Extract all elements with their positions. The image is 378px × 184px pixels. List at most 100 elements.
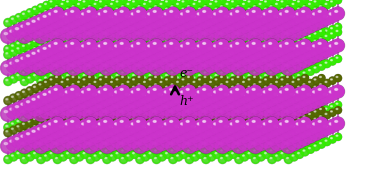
Circle shape [271,44,284,57]
Ellipse shape [136,57,139,59]
Circle shape [59,112,67,119]
Circle shape [301,38,309,46]
Ellipse shape [187,116,189,117]
Ellipse shape [54,57,57,59]
Circle shape [287,26,301,41]
Ellipse shape [248,67,250,68]
Circle shape [48,65,56,73]
Circle shape [138,136,153,151]
Ellipse shape [232,40,233,41]
Circle shape [281,29,296,43]
Circle shape [282,132,295,145]
Circle shape [164,143,171,151]
Circle shape [37,70,45,78]
Circle shape [150,47,163,59]
Ellipse shape [67,33,68,34]
Ellipse shape [320,30,321,31]
Circle shape [268,18,276,27]
Circle shape [81,65,89,72]
Circle shape [298,131,312,146]
Circle shape [98,65,105,73]
Circle shape [15,14,23,22]
Circle shape [301,109,308,116]
Ellipse shape [226,18,228,19]
Circle shape [210,56,224,70]
Circle shape [243,17,257,30]
Circle shape [86,96,95,105]
Ellipse shape [100,1,101,2]
Circle shape [70,38,78,46]
Circle shape [114,46,122,54]
Ellipse shape [177,96,178,97]
Circle shape [98,109,105,116]
Ellipse shape [65,98,68,100]
Ellipse shape [237,143,239,144]
Circle shape [259,24,274,38]
Ellipse shape [37,65,40,67]
Ellipse shape [232,33,233,34]
Ellipse shape [88,143,90,144]
Circle shape [202,63,210,70]
Circle shape [260,9,273,23]
Ellipse shape [259,18,261,19]
Circle shape [164,136,171,143]
Ellipse shape [39,72,41,73]
Ellipse shape [94,35,96,36]
Ellipse shape [136,103,139,105]
Circle shape [87,70,94,78]
Ellipse shape [325,35,327,36]
Ellipse shape [67,8,68,9]
Ellipse shape [67,43,68,44]
Ellipse shape [125,133,129,135]
Ellipse shape [235,57,239,59]
Ellipse shape [6,131,8,132]
Circle shape [136,116,144,124]
Circle shape [285,4,292,11]
Circle shape [174,48,183,56]
Circle shape [202,38,210,46]
Circle shape [218,43,226,51]
Circle shape [20,148,28,156]
Circle shape [224,94,232,102]
Circle shape [147,65,155,72]
Circle shape [265,124,279,138]
Circle shape [224,41,232,48]
Circle shape [243,24,257,38]
Circle shape [32,116,39,124]
Ellipse shape [265,60,266,61]
Ellipse shape [120,33,123,35]
Circle shape [115,58,121,65]
Ellipse shape [186,111,189,113]
Circle shape [219,4,226,11]
Ellipse shape [164,13,167,15]
Circle shape [114,111,122,118]
Circle shape [240,126,248,134]
Circle shape [31,150,40,158]
Circle shape [254,58,268,73]
Ellipse shape [82,91,85,93]
Circle shape [169,29,177,36]
Circle shape [271,44,284,57]
Ellipse shape [54,128,57,130]
Circle shape [204,104,219,119]
Circle shape [54,36,61,43]
Circle shape [116,139,131,153]
Circle shape [43,9,50,16]
Ellipse shape [45,108,46,109]
Circle shape [191,153,199,161]
Ellipse shape [203,96,206,98]
Ellipse shape [54,111,57,113]
Ellipse shape [110,18,112,19]
Ellipse shape [77,113,79,114]
Ellipse shape [138,158,140,159]
Circle shape [59,1,67,9]
Circle shape [326,119,339,133]
Ellipse shape [270,158,272,159]
Circle shape [147,72,155,80]
Circle shape [131,65,138,72]
Circle shape [56,97,70,111]
Ellipse shape [225,93,228,95]
Circle shape [219,107,226,114]
Ellipse shape [50,43,52,44]
Circle shape [158,114,166,121]
